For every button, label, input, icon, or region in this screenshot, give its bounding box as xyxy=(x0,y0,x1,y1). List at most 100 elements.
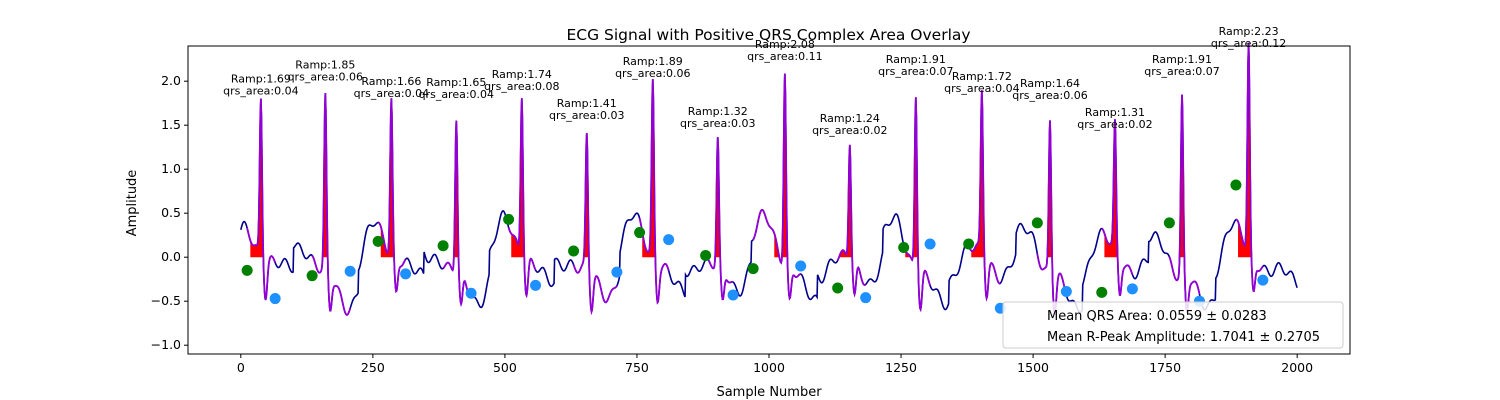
x-tick-label: 1250 xyxy=(885,360,917,375)
ramp-annotation: Ramp:1.91 xyxy=(1152,53,1212,66)
qrs-onset-marker xyxy=(1031,217,1043,229)
qrs-area-fill xyxy=(1104,119,1125,258)
qrs-onset-marker xyxy=(634,227,646,239)
qrs-segment-line xyxy=(752,73,801,301)
qrs-offset-marker xyxy=(611,266,623,278)
ramp-annotation: Ramp:1.32 xyxy=(688,105,748,118)
ramp-annotation: Ramp:1.66 xyxy=(361,75,421,88)
y-axis: −1.0 −0.5 0.0 0.5 1.0 1.5 2.0 xyxy=(151,73,188,352)
qrs-onset-marker xyxy=(437,240,449,252)
qrs-offset-marker xyxy=(1257,274,1269,286)
qrs-offset-marker xyxy=(860,292,872,304)
ramp-annotation: Ramp:2.23 xyxy=(1219,25,1279,38)
ramp-annotation: Ramp:1.85 xyxy=(295,58,355,71)
ramp-annotation: Ramp:1.69 xyxy=(231,72,291,85)
qrs-onset-marker xyxy=(1096,286,1108,298)
qrs-area-annotation: qrs_area:0.06 xyxy=(1012,89,1087,102)
qrs-segment-line xyxy=(967,90,1001,302)
y-axis-label: Amplitude xyxy=(125,170,140,237)
qrs-onset-marker xyxy=(372,235,384,247)
y-tick-label: 1.5 xyxy=(161,117,181,132)
qrs-area-annotation: qrs_area:0.04 xyxy=(419,88,494,101)
qrs-onset-marker xyxy=(832,282,844,294)
y-tick-label: 1.0 xyxy=(161,161,181,176)
qrs-segment-line xyxy=(572,132,618,316)
qrs-offset-marker xyxy=(924,238,936,250)
qrs-segment-line xyxy=(1101,119,1134,297)
qrs-area-annotation: qrs_area:0.11 xyxy=(747,50,822,63)
qrs-segment-line xyxy=(836,144,867,298)
qrs-area-annotation: qrs_area:0.02 xyxy=(812,124,887,137)
legend-box xyxy=(1002,301,1344,349)
qrs-onset-marker xyxy=(747,263,759,275)
qrs-area-annotation: qrs_area:0.04 xyxy=(944,82,1019,95)
x-tick-label: 1000 xyxy=(753,360,785,375)
ramp-annotation: Ramp:1.65 xyxy=(426,76,486,89)
qrs-segment-line xyxy=(1235,42,1264,293)
qrs-onset-marker xyxy=(898,242,910,254)
legend-entry-mean-r-peak-amplitude: Mean R-Peak Amplitude: 1.7041 ± 0.2705 xyxy=(1047,330,1320,345)
legend: Mean QRS Area: 0.0559 ± 0.0283 Mean R-Pe… xyxy=(1002,301,1344,349)
qrs-offset-marker xyxy=(1060,286,1072,298)
ramp-annotation: Ramp:1.64 xyxy=(1020,77,1080,90)
x-tick-label: 2000 xyxy=(1281,360,1313,375)
x-axis-label: Sample Number xyxy=(716,385,822,400)
qrs-onset-marker xyxy=(700,249,712,261)
qrs-segment-line xyxy=(704,137,734,301)
qrs-area-annotation: qrs_area:0.04 xyxy=(354,87,429,100)
qrs-area-annotation: qrs_area:0.12 xyxy=(1211,37,1286,50)
qrs-area-annotation: qrs_area:0.08 xyxy=(484,80,559,93)
legend-entry-mean-qrs-area: Mean QRS Area: 0.0559 ± 0.0283 xyxy=(1047,309,1267,324)
qrs-offset-marker xyxy=(465,287,477,299)
x-tick-label: 0 xyxy=(237,360,245,375)
plot-area xyxy=(240,42,1298,316)
beat-annotations: Ramp:1.69qrs_area:0.04Ramp:1.85qrs_area:… xyxy=(223,25,1286,137)
ramp-annotation: Ramp:1.31 xyxy=(1085,106,1145,119)
ramp-annotation: Ramp:1.74 xyxy=(492,68,552,81)
qrs-offset-marker xyxy=(795,260,807,272)
y-tick-label: 2.0 xyxy=(161,73,181,88)
x-axis: 0 250 500 750 1000 1250 1500 1750 2000 xyxy=(237,354,1313,375)
qrs-area-fill xyxy=(971,90,992,258)
ramp-annotation: Ramp:2.08 xyxy=(755,38,815,51)
qrs-segment-line xyxy=(507,98,537,299)
qrs-area-annotation: qrs_area:0.07 xyxy=(1144,65,1219,78)
ramp-annotation: Ramp:1.24 xyxy=(820,112,880,125)
qrs-segment-line xyxy=(1168,94,1201,314)
qrs-segment-line xyxy=(1036,120,1068,315)
chart-title: ECG Signal with Positive QRS Complex Are… xyxy=(566,26,970,44)
x-tick-label: 750 xyxy=(625,360,649,375)
qrs-area-annotation: qrs_area:0.06 xyxy=(288,70,363,83)
qrs-area-annotation: qrs_area:0.03 xyxy=(549,109,624,122)
qrs-segment-line xyxy=(377,98,407,294)
qrs-segment-line xyxy=(638,78,670,305)
qrs-area-annotation: qrs_area:0.06 xyxy=(615,67,690,80)
qrs-onset-marker xyxy=(963,238,975,250)
qrs-offset-marker xyxy=(727,289,739,301)
ramp-annotation: Ramp:1.72 xyxy=(952,70,1012,83)
qrs-onset-marker xyxy=(1230,179,1242,191)
x-tick-label: 1500 xyxy=(1017,360,1049,375)
qrs-area-fill xyxy=(1238,42,1259,258)
ramp-annotation: Ramp:1.91 xyxy=(886,53,946,66)
x-tick-label: 500 xyxy=(493,360,517,375)
ramp-annotation: Ramp:1.41 xyxy=(557,97,617,110)
qrs-segment-line xyxy=(902,97,931,313)
qrs-offset-marker xyxy=(269,293,281,305)
qrs-area-annotation: qrs_area:0.03 xyxy=(680,117,755,130)
qrs-onset-marker xyxy=(503,213,515,225)
qrs-segment-line xyxy=(442,120,472,308)
qrs-onset-marker xyxy=(241,264,253,276)
qrs-area-annotation: qrs_area:0.07 xyxy=(878,65,953,78)
qrs-onset-marker xyxy=(568,245,580,257)
y-tick-label: 0.5 xyxy=(161,205,181,220)
x-tick-label: 1750 xyxy=(1149,360,1181,375)
ramp-annotation: Ramp:1.89 xyxy=(623,55,683,68)
qrs-segment-line xyxy=(246,98,276,301)
qrs-offset-marker xyxy=(1126,283,1138,295)
qrs-onset-marker xyxy=(306,270,318,282)
qrs-offset-marker xyxy=(663,234,675,246)
qrs-offset-marker xyxy=(344,265,356,277)
x-tick-label: 250 xyxy=(361,360,385,375)
